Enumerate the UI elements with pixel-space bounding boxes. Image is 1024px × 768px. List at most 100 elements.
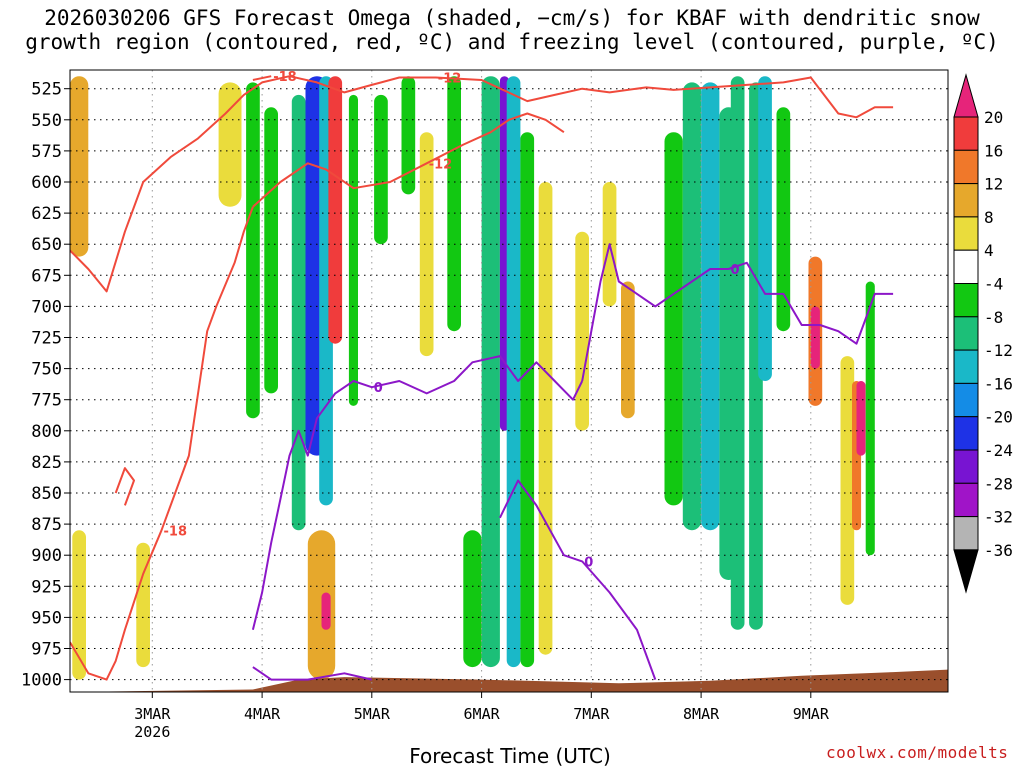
dgz-contour-line-2 bbox=[70, 206, 254, 681]
colorbar-swatch-8 bbox=[953, 382, 979, 418]
colorbar-label-13: -36 bbox=[984, 541, 1013, 560]
chart-title-line-2: growth region (contoured, red, ºC) and f… bbox=[25, 30, 999, 54]
colorbar-label-9: -20 bbox=[984, 408, 1013, 427]
omega-cell-16 bbox=[447, 76, 461, 332]
freezing-contour-label-1: 0 bbox=[731, 263, 740, 278]
y-tick-label-875: 875 bbox=[31, 515, 62, 535]
x-tick-label-1: 4MAR bbox=[244, 705, 281, 723]
y-tick-label-975: 975 bbox=[31, 640, 62, 660]
y-tick-label-725: 725 bbox=[31, 329, 62, 349]
source-credit: coolwx.com/modelts bbox=[826, 743, 1009, 762]
colorbar-swatch-2 bbox=[953, 183, 979, 218]
dgz-contour-label-0: -12 bbox=[438, 72, 462, 87]
colorbar-swatch-11 bbox=[953, 482, 979, 518]
omega-cell-28 bbox=[701, 82, 720, 531]
colorbar-label-6: -8 bbox=[984, 308, 1003, 327]
omega-cell-18 bbox=[481, 76, 500, 668]
y-tick-label-850: 850 bbox=[31, 484, 62, 504]
colorbar-swatch-0 bbox=[953, 116, 979, 151]
dgz-contour-label-3: -18 bbox=[273, 70, 297, 85]
dgz-contour-line-1 bbox=[252, 112, 565, 208]
plot-frame bbox=[69, 69, 949, 693]
y-tick-label-650: 650 bbox=[31, 235, 62, 255]
x-axis-title: Forecast Time (UTC) bbox=[409, 744, 611, 768]
colorbar-label-1: 16 bbox=[984, 141, 1003, 160]
y-tick-label-750: 750 bbox=[31, 360, 62, 380]
colorbar-swatch-4 bbox=[953, 249, 979, 284]
x-tick-sublabel-0: 2026 bbox=[134, 723, 170, 741]
y-tick-label-900: 900 bbox=[31, 546, 62, 566]
colorbar-swatch-12 bbox=[953, 516, 979, 551]
freezing-contour-label-0: 0 bbox=[374, 381, 383, 396]
omega-cell-30 bbox=[730, 76, 745, 630]
terrain-fill bbox=[70, 669, 948, 692]
colorbar-swatch-9 bbox=[953, 416, 979, 451]
omega-cell-1 bbox=[72, 530, 86, 680]
omega-cell-32 bbox=[758, 76, 772, 381]
omega-cell-13 bbox=[374, 94, 388, 245]
chart-title-line-1: 2026030206 GFS Forecast Omega (shaded, −… bbox=[44, 6, 980, 30]
dgz-contour-line-4 bbox=[114, 467, 135, 506]
y-tick-label-950: 950 bbox=[31, 608, 62, 628]
freezing-contour-line-2 bbox=[499, 479, 657, 680]
dgz-contour-label-1: -12 bbox=[429, 157, 453, 172]
freezing-contour-line-3 bbox=[252, 666, 373, 681]
colorbar-swatch-1 bbox=[953, 149, 979, 185]
x-tick-label-6: 9MAR bbox=[793, 705, 830, 723]
omega-cell-15 bbox=[419, 132, 434, 357]
colorbar-bottom-arrow bbox=[953, 549, 979, 594]
omega-cell-5 bbox=[264, 107, 278, 394]
omega-cell-23 bbox=[575, 231, 589, 431]
omega-cell-27 bbox=[682, 82, 702, 531]
y-tick-label-1000: 1000 bbox=[21, 671, 62, 691]
dgz-contour-label-2: -18 bbox=[164, 524, 188, 539]
dgz-contour-line-3 bbox=[252, 75, 272, 81]
colorbar-label-10: -24 bbox=[984, 441, 1013, 460]
omega-cell-22 bbox=[538, 182, 553, 655]
omega-cell-14 bbox=[401, 76, 416, 195]
omega-cell-39 bbox=[865, 281, 875, 556]
colorbar-label-7: -12 bbox=[984, 341, 1013, 360]
colorbar-top-arrow bbox=[953, 73, 979, 118]
omega-cell-0 bbox=[70, 76, 89, 257]
colorbar-swatch-3 bbox=[953, 216, 979, 251]
freezing-contour-label-2: 0 bbox=[584, 555, 593, 570]
y-tick-label-800: 800 bbox=[31, 422, 62, 442]
y-tick-label-550: 550 bbox=[31, 111, 62, 131]
freezing-contour-line-1 bbox=[581, 243, 894, 382]
colorbar-label-4: 4 bbox=[984, 241, 994, 260]
colorbar-swatch-7 bbox=[953, 349, 979, 384]
colorbar-label-12: -32 bbox=[984, 508, 1013, 527]
y-tick-label-675: 675 bbox=[31, 266, 62, 286]
y-tick-label-600: 600 bbox=[31, 173, 62, 193]
colorbar-swatch-5 bbox=[953, 283, 979, 318]
x-tick-label-3: 6MAR bbox=[464, 705, 501, 723]
y-tick-label-925: 925 bbox=[31, 577, 62, 597]
colorbar-label-5: -4 bbox=[984, 275, 1003, 294]
colorbar-swatch-10 bbox=[953, 449, 979, 484]
omega-cell-20 bbox=[506, 76, 521, 668]
omega-cell-12 bbox=[321, 592, 331, 630]
y-tick-label-575: 575 bbox=[31, 142, 62, 162]
y-tick-label-625: 625 bbox=[31, 204, 62, 224]
omega-cell-9 bbox=[328, 76, 343, 344]
omega-cell-36 bbox=[840, 356, 855, 605]
y-tick-label-775: 775 bbox=[31, 391, 62, 411]
omega-cell-4 bbox=[246, 82, 260, 419]
colorbar-label-3: 8 bbox=[984, 208, 994, 227]
x-tick-label-5: 8MAR bbox=[683, 705, 720, 723]
omega-cell-38 bbox=[856, 381, 866, 456]
colorbar-label-2: 12 bbox=[984, 175, 1003, 194]
omega-cell-33 bbox=[776, 107, 791, 332]
omega-cell-17 bbox=[463, 530, 482, 668]
y-tick-label-525: 525 bbox=[31, 80, 62, 100]
omega-cell-6 bbox=[291, 94, 306, 531]
colorbar-label-0: 20 bbox=[984, 108, 1003, 127]
omega-cell-10 bbox=[348, 94, 358, 406]
dgz-contour-line-0 bbox=[70, 75, 894, 293]
y-tick-label-825: 825 bbox=[31, 453, 62, 473]
omega-cell-2 bbox=[136, 542, 150, 668]
y-tick-label-700: 700 bbox=[31, 297, 62, 317]
x-tick-label-0: 3MAR bbox=[134, 705, 171, 723]
